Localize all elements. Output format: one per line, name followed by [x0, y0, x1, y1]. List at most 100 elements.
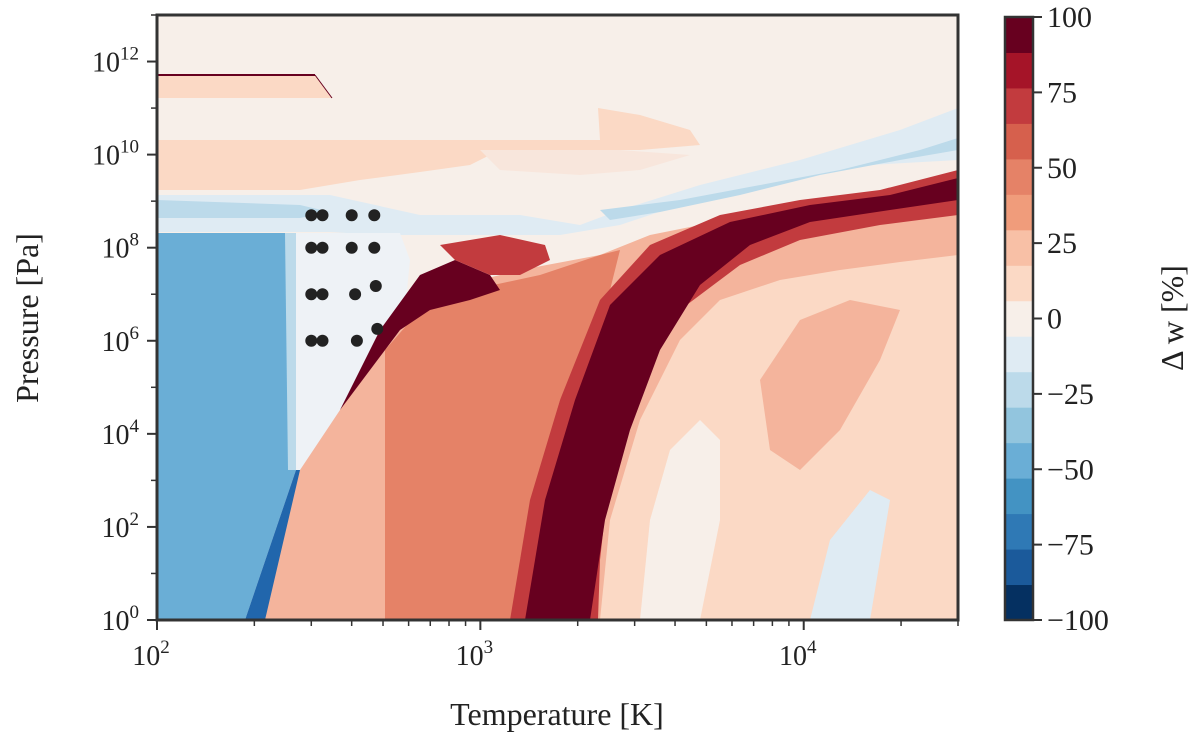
- colorbar-tick-label: 25: [1047, 227, 1077, 260]
- data-point: [316, 209, 329, 222]
- contour-band-bluish: [157, 108, 958, 235]
- x-tick-label-exponent: 3: [484, 637, 494, 658]
- data-point: [368, 241, 381, 254]
- y-tick-label: 104: [102, 416, 140, 451]
- colorbar-tick-label: 50: [1047, 152, 1077, 185]
- y-tick-label-base: 10: [102, 513, 130, 544]
- y-tick-label-exponent: 12: [120, 44, 139, 65]
- colorbar-segment: [1005, 336, 1033, 373]
- colorbar-tick-label: 75: [1047, 76, 1077, 109]
- x-tick-label-base: 10: [456, 641, 484, 672]
- colorbar-segment: [1005, 478, 1033, 515]
- contour-hot-tail-pale: [810, 490, 890, 620]
- contour-dark-lobe: [340, 260, 500, 410]
- colorbar-segment: [1005, 442, 1033, 479]
- x-tick-label: 103: [456, 637, 494, 672]
- colorbar: [1003, 15, 1035, 622]
- y-tick-label-base: 10: [92, 48, 120, 79]
- colorbar-tick-label: −100: [1047, 604, 1109, 637]
- contour-cold-region: [157, 233, 296, 620]
- y-tick-label: 1012: [92, 44, 139, 79]
- data-point: [369, 280, 382, 292]
- colorbar-segment: [1005, 87, 1033, 124]
- y-axis-label: Pressure [Pa]: [9, 233, 45, 403]
- contour-field: [157, 15, 958, 620]
- colorbar-tick-label: −75: [1047, 529, 1094, 562]
- contour-ridge-outer: [510, 170, 958, 620]
- colorbar-tick-label: 100: [1047, 1, 1092, 34]
- colorbar-segment: [1005, 549, 1033, 586]
- data-points: [305, 209, 384, 347]
- data-point: [305, 288, 318, 301]
- x-tick-label-exponent: 4: [807, 637, 817, 658]
- x-tick-label-exponent: 2: [160, 637, 170, 658]
- colorbar-label: Δ w [%]: [1154, 265, 1190, 371]
- y-tick-label-exponent: 8: [130, 230, 140, 251]
- y-tick-label-base: 10: [102, 420, 130, 451]
- colorbar-segment: [1005, 407, 1033, 444]
- colorbar-segment: [1005, 371, 1033, 408]
- colorbar-segment: [1005, 300, 1033, 337]
- colorbar-segment: [1005, 513, 1033, 550]
- colorbar-segment: [1005, 17, 1033, 53]
- contour-hot-tail-light: [640, 420, 720, 620]
- data-point: [305, 209, 318, 222]
- contour-band-upper: [157, 108, 700, 190]
- x-tick-label: 104: [779, 637, 817, 672]
- contour-band-blue-right: [600, 138, 958, 220]
- y-tick-label: 106: [102, 323, 140, 358]
- y-tick-label-base: 10: [102, 606, 130, 637]
- x-tick-label-base: 10: [779, 641, 807, 672]
- data-point: [316, 241, 329, 254]
- plot-frame: [155, 13, 960, 622]
- y-tick-label-exponent: 10: [120, 137, 139, 158]
- y-tick-label-base: 10: [92, 141, 120, 172]
- contour-band-high-pressure: [157, 75, 332, 98]
- colorbar-segment: [1005, 584, 1033, 621]
- data-point: [368, 209, 381, 222]
- colorbar-segment: [1005, 265, 1033, 302]
- y-tick-label: 100: [102, 602, 140, 637]
- y-tick-label-exponent: 2: [130, 509, 140, 530]
- colorbar-segment: [1005, 52, 1033, 89]
- y-tick-label-exponent: 4: [130, 416, 140, 437]
- y-tick-label-exponent: 0: [130, 602, 140, 623]
- colorbar-tick-label: −25: [1047, 378, 1094, 411]
- data-point: [349, 288, 362, 301]
- x-axis-label: Temperature [K]: [450, 696, 664, 732]
- y-tick-label: 102: [102, 509, 140, 544]
- y-tick-label-base: 10: [102, 327, 130, 358]
- data-point: [345, 241, 358, 254]
- contour-hot-tail-warm: [760, 300, 900, 470]
- contour-dark-lobe-rim: [440, 235, 550, 275]
- data-point: [350, 334, 363, 347]
- colorbar-segment: [1005, 194, 1033, 231]
- x-tick-label: 102: [132, 637, 170, 672]
- contour-ridge-core: [525, 178, 958, 620]
- data-point: [345, 209, 358, 222]
- x-axis-ticks: 102 103 104: [132, 620, 959, 672]
- colorbar-segment: [1005, 229, 1033, 266]
- x-tick-label-base: 10: [132, 641, 160, 672]
- colorbar-segment: [1005, 158, 1033, 195]
- colorbar-ticks: 100 75 50 25 0 −25 −50 −75 −100: [1033, 1, 1109, 637]
- colorbar-segment: [1005, 123, 1033, 160]
- contour-band-blue: [157, 200, 330, 218]
- y-tick-label-exponent: 6: [130, 323, 140, 344]
- data-point: [305, 241, 318, 254]
- y-tick-label: 1010: [92, 137, 139, 172]
- data-point: [371, 322, 384, 335]
- contour-warm-plateau-inner: [385, 250, 620, 620]
- colorbar-tick-label: −50: [1047, 453, 1094, 486]
- colorbar-tick-label: 0: [1047, 303, 1062, 336]
- contour-band-light: [480, 150, 690, 175]
- data-point: [316, 334, 329, 347]
- data-point: [305, 334, 318, 347]
- y-tick-label-base: 10: [102, 234, 130, 265]
- y-tick-label: 108: [102, 230, 140, 265]
- contour-cold-region-edge: [285, 233, 296, 470]
- contour-edge-line: [314, 74, 333, 99]
- data-point: [316, 288, 329, 301]
